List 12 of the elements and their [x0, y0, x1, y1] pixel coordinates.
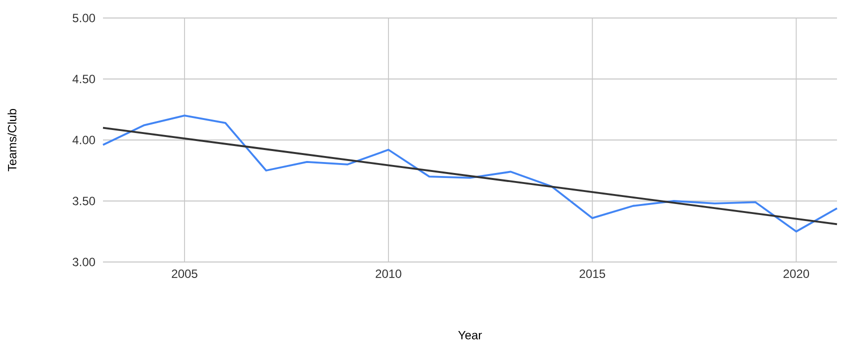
x-tick-label: 2005 [172, 270, 198, 278]
y-tick-label: 3.00 [72, 258, 96, 266]
y-axis-title: Teams/Club [8, 108, 16, 172]
x-axis-title: Year [458, 331, 482, 340]
y-tick-label: 3.50 [72, 196, 96, 206]
x-tick-label: 2020 [784, 270, 810, 278]
y-tick-label: 5.00 [72, 14, 96, 22]
y-tick-label: 4.50 [72, 74, 96, 84]
y-tick-label: 4.00 [72, 136, 96, 144]
x-tick-label: 2010 [376, 270, 402, 278]
x-tick-label: 2015 [580, 270, 606, 278]
line-series [102, 114, 838, 232]
